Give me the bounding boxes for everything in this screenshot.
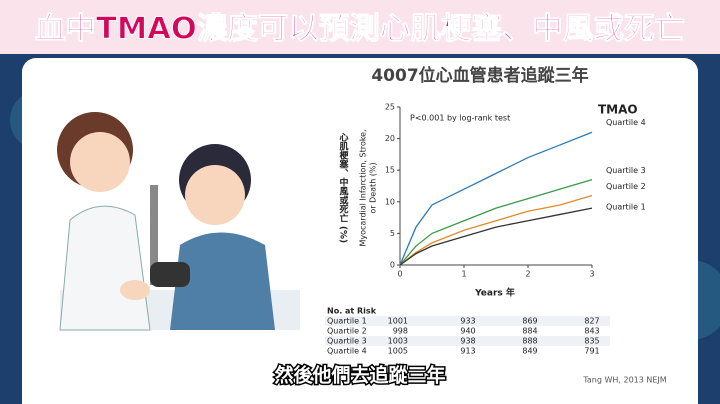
series-label: Quartile 1: [606, 203, 646, 212]
risk-value: 938: [460, 337, 475, 346]
risk-row-name: Quartile 4: [327, 347, 367, 356]
y-tick-label: 0: [390, 261, 395, 270]
risk-value: 1005: [388, 347, 408, 356]
risk-value: 913: [460, 347, 475, 356]
y-tick-label: 5: [390, 229, 395, 238]
series-label: Quartile 2: [606, 182, 646, 191]
y-tick-label: 20: [385, 134, 395, 143]
risk-row-bg: [325, 346, 610, 356]
x-tick-label: 2: [525, 270, 530, 279]
risk-value: 888: [522, 337, 537, 346]
source: Tang WH, 2013 NEJM: [582, 376, 666, 385]
annotation: P<0.001 by log-rank test: [410, 114, 510, 123]
risk-value: 998: [393, 327, 408, 336]
risk-table-title: No. at Risk: [327, 307, 377, 316]
risk-value: 869: [522, 317, 537, 326]
risk-value: 827: [584, 317, 599, 326]
risk-value: 843: [584, 327, 599, 336]
series-line: [399, 131, 593, 266]
illustration: [57, 112, 300, 331]
risk-value: 933: [460, 317, 475, 326]
risk-value: 1003: [388, 337, 408, 346]
y-tick-label: 25: [385, 103, 395, 112]
y-axis-label: or Death (%): [369, 162, 378, 213]
legend-title: TMAO: [598, 103, 638, 117]
risk-value: 1001: [388, 317, 408, 326]
y-axis-label: Myocardial Infarction, Stroke,: [359, 129, 368, 246]
slide-title: 血中TMAO濃度可以預測心肌梗塞、中風或死亡: [35, 12, 685, 47]
risk-value: 835: [584, 337, 599, 346]
risk-row-bg: [325, 336, 610, 346]
y-tick-label: 15: [385, 166, 395, 175]
risk-row-name: Quartile 2: [327, 327, 367, 336]
series-line: [399, 194, 593, 266]
title-band: [0, 0, 720, 54]
risk-row-bg: [325, 326, 610, 336]
risk-value: 884: [522, 327, 537, 336]
y-axis-label-zh: 心肌梗塞、中風或死亡 (%): [338, 133, 350, 243]
risk-value: 791: [584, 347, 599, 356]
risk-value: 849: [522, 347, 537, 356]
caption: 然後他們去追蹤三年: [274, 364, 445, 387]
x-tick-label: 0: [397, 270, 402, 279]
chart-title: 4007位心血管患者追蹤三年: [371, 65, 588, 86]
risk-value: 940: [460, 327, 475, 336]
x-tick-label: 1: [461, 270, 466, 279]
x-tick-label: 3: [589, 270, 594, 279]
risk-row-name: Quartile 3: [327, 337, 367, 346]
series-line: [399, 207, 593, 266]
risk-row-bg: [325, 316, 610, 326]
y-tick-label: 10: [385, 197, 395, 206]
series-label: Quartile 4: [606, 118, 646, 127]
series-label: Quartile 3: [606, 166, 646, 175]
x-axis-label: Years 年: [474, 287, 515, 299]
series-line: [399, 179, 593, 266]
risk-row-name: Quartile 1: [327, 317, 367, 326]
